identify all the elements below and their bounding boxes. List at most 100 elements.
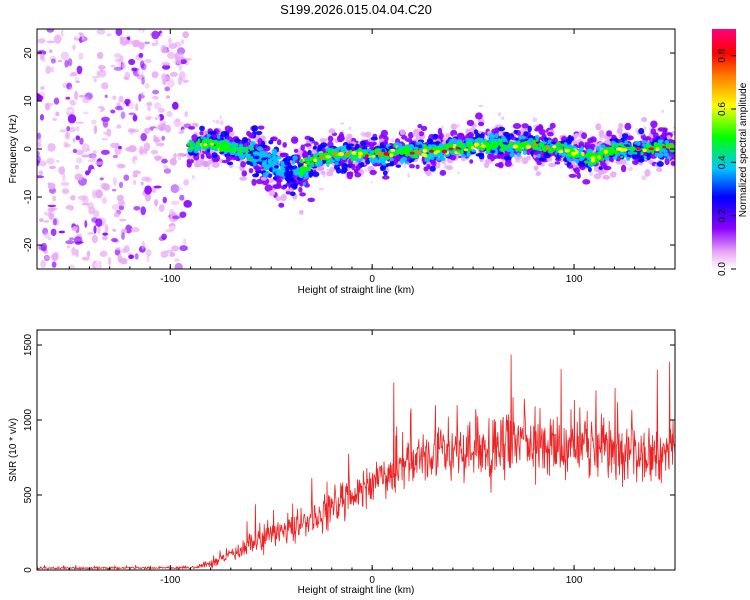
ridge-blob (538, 148, 543, 152)
ridge-peak (313, 158, 318, 162)
ridge-blob (658, 134, 666, 141)
noise-blob (123, 245, 130, 253)
noise-blob (179, 211, 187, 218)
noise-blob (141, 176, 150, 182)
ridge-blob (359, 145, 364, 149)
ridge-blob (666, 143, 670, 147)
noise-blob (158, 107, 165, 113)
ridge-blob (211, 152, 218, 158)
noise-blob (119, 218, 127, 222)
ridge-blob (489, 142, 494, 146)
noise-blob (78, 94, 86, 98)
noise-blob (152, 95, 159, 100)
noise-blob (141, 153, 147, 158)
ridge-blob (264, 154, 268, 158)
ridge-blob (516, 152, 521, 157)
ridge-blob (468, 137, 475, 144)
noise-blob (162, 64, 171, 70)
ridge-blob (382, 175, 390, 180)
ridge-blob (385, 155, 390, 160)
ridge-blob (368, 153, 372, 157)
noise-blob (40, 260, 47, 268)
noise-blob (60, 181, 70, 187)
noise-blob (37, 150, 40, 157)
ridge-blob (277, 155, 282, 160)
noise-blob (157, 212, 163, 218)
noise-blob (123, 119, 130, 127)
noise-blob (77, 199, 81, 204)
noise-blob (179, 194, 185, 201)
ridge-blob (564, 145, 567, 150)
noise-blob (98, 69, 107, 78)
noise-blob (123, 76, 129, 80)
noise-blob (159, 194, 168, 197)
noise-blob (118, 243, 124, 248)
noise-blob (68, 264, 75, 269)
noise-blob (173, 261, 181, 269)
noise-blob (54, 34, 62, 44)
ridge-peak (402, 150, 409, 154)
ridge-peak (209, 142, 214, 146)
ridge-blob (610, 171, 617, 178)
ridge-blob (289, 183, 295, 188)
ridge-blob (656, 167, 663, 172)
ridge-peak (584, 154, 589, 158)
noise-blob (171, 237, 177, 244)
ridge-blob (595, 157, 600, 162)
ridge-blob (272, 152, 278, 156)
noise-blob (75, 135, 81, 141)
noise-blob (52, 218, 57, 226)
ridge-blob (518, 135, 523, 140)
noise-blob (183, 238, 187, 247)
ridge-blob (555, 141, 561, 147)
ridge-blob (276, 139, 282, 146)
noise-blob (45, 103, 50, 111)
noise-blob (130, 129, 139, 133)
ridge-blob (370, 136, 378, 141)
ridge-blob (567, 144, 573, 149)
noise-blob (128, 58, 136, 66)
snr-xtick-label: 100 (566, 575, 583, 586)
noise-blob (119, 55, 124, 63)
ridge-blob (480, 137, 484, 143)
noise-blob (161, 73, 168, 81)
ridge-blob (202, 145, 206, 151)
ridge-blob (218, 147, 224, 152)
ridge-blob (632, 153, 636, 158)
ridge-blob (602, 174, 611, 180)
ridge-blob (389, 157, 394, 162)
noise-blob (182, 79, 189, 83)
ridge-blob (430, 155, 435, 160)
noise-blob (62, 172, 66, 182)
noise-blob (93, 225, 97, 234)
ridge-blob (496, 155, 502, 159)
ridge-blob (248, 168, 254, 174)
ridge-blob (376, 159, 382, 164)
ridge-blob (327, 149, 332, 154)
noise-blob (116, 194, 124, 202)
ridge-blob (640, 151, 644, 156)
ridge-blob (219, 151, 225, 155)
noise-blob (166, 110, 173, 118)
ridge-blob (445, 133, 451, 138)
ridge-blob (521, 157, 529, 165)
noise-blob (47, 204, 57, 208)
spectrogram-ytick-label: 20 (23, 47, 34, 59)
ridge-blob (404, 161, 410, 165)
noise-blob (56, 160, 60, 163)
noise-blob (75, 121, 85, 124)
ridge-blob (590, 158, 596, 163)
noise-blob (74, 90, 78, 100)
ridge-peak (228, 147, 234, 152)
ridge-blob (355, 153, 359, 158)
ridge-blob (266, 166, 270, 170)
ridge-blob (284, 161, 289, 166)
ridge-blob (415, 164, 420, 170)
ridge-peak (390, 148, 395, 153)
noise-blob (165, 229, 173, 233)
ridge-blob (312, 171, 320, 177)
ridge-peak (248, 151, 254, 155)
noise-blob (136, 29, 144, 36)
noise-blob (141, 77, 145, 85)
